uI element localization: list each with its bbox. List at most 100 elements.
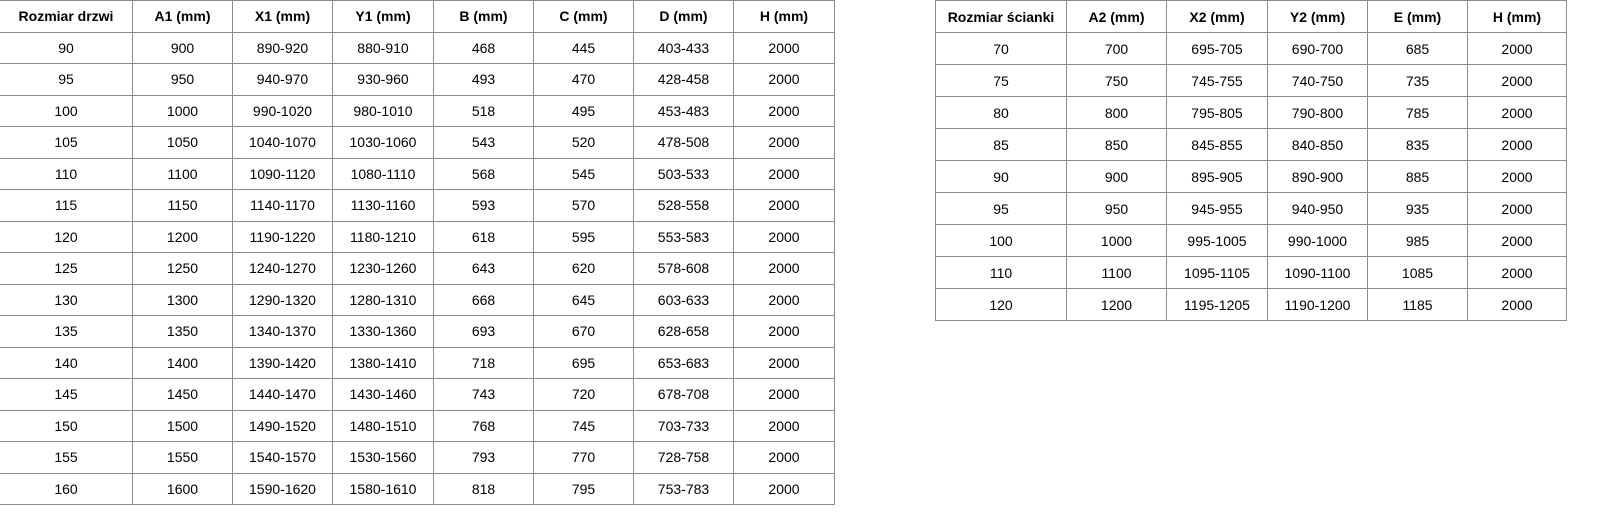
table-cell: 1580-1610 bbox=[332, 472, 434, 505]
table-cell: 990-1020 bbox=[232, 94, 333, 127]
table-cell: 1230-1260 bbox=[332, 252, 434, 285]
table-cell: 75 bbox=[935, 64, 1067, 97]
table-row: 100 1000 995-1005 990-1000 985 2000 bbox=[935, 224, 1567, 257]
table-cell: 1185 bbox=[1367, 288, 1468, 321]
column-header: A2 (mm) bbox=[1066, 0, 1167, 33]
table-row: 70 700 695-705 690-700 685 2000 bbox=[935, 32, 1567, 65]
table-cell: 2000 bbox=[733, 378, 835, 411]
table-cell: 403-433 bbox=[633, 31, 734, 64]
table-row: 85 850 845-855 840-850 835 2000 bbox=[935, 128, 1567, 161]
table-cell: 940-970 bbox=[232, 63, 333, 96]
table-cell: 1040-1070 bbox=[232, 126, 333, 159]
table-cell: 935 bbox=[1367, 192, 1468, 225]
table-cell: 950 bbox=[1066, 192, 1167, 225]
table-cell: 703-733 bbox=[633, 409, 734, 442]
table-cell: 160 bbox=[0, 472, 133, 505]
table-cell: 1250 bbox=[132, 252, 233, 285]
table-cell: 840-850 bbox=[1267, 128, 1368, 161]
table-cell: 800 bbox=[1066, 96, 1167, 129]
table-cell: 880-910 bbox=[332, 31, 434, 64]
table-cell: 750 bbox=[1066, 64, 1167, 97]
table-cell: 120 bbox=[0, 220, 133, 253]
table-cell: 768 bbox=[433, 409, 534, 442]
table-cell: 100 bbox=[935, 224, 1067, 257]
table-cell: 595 bbox=[533, 220, 634, 253]
table-cell: 718 bbox=[433, 346, 534, 379]
table-cell: 1030-1060 bbox=[332, 126, 434, 159]
table-cell: 2000 bbox=[733, 252, 835, 285]
table-cell: 2000 bbox=[733, 472, 835, 505]
table-cell: 553-583 bbox=[633, 220, 734, 253]
table-cell: 478-508 bbox=[633, 126, 734, 159]
table-cell: 890-900 bbox=[1267, 160, 1368, 193]
table-row: 130 1300 1290-1320 1280-1310 668 645 603-633 20… bbox=[0, 283, 835, 316]
table-cell: 1085 bbox=[1367, 256, 1468, 289]
table-cell: 110 bbox=[935, 256, 1067, 289]
table-cell: 1050 bbox=[132, 126, 233, 159]
table-cell: 518 bbox=[433, 94, 534, 127]
table-cell: 645 bbox=[533, 283, 634, 316]
table-header-row: Rozmiar ścianki A2 (mm) X2 (mm) Y2 (mm) E (m… bbox=[935, 0, 1567, 33]
table-cell: 2000 bbox=[1467, 192, 1567, 225]
table-cell: 628-658 bbox=[633, 315, 734, 348]
table-cell: 1400 bbox=[132, 346, 233, 379]
column-header: X2 (mm) bbox=[1166, 0, 1268, 33]
table-cell: 2000 bbox=[733, 189, 835, 222]
table-cell: 720 bbox=[533, 378, 634, 411]
table-cell: 115 bbox=[0, 189, 133, 222]
column-header: Y1 (mm) bbox=[332, 0, 434, 33]
table-cell: 670 bbox=[533, 315, 634, 348]
table-cell: 990-1000 bbox=[1267, 224, 1368, 257]
table-row: 110 1100 1095-1105 1090-1100 1085 2000 bbox=[935, 256, 1567, 289]
table-cell: 1100 bbox=[132, 157, 233, 190]
table-cell: 2000 bbox=[733, 31, 835, 64]
table-cell: 940-950 bbox=[1267, 192, 1368, 225]
table-cell: 445 bbox=[533, 31, 634, 64]
table-cell: 2000 bbox=[733, 315, 835, 348]
table-cell: 2000 bbox=[733, 346, 835, 379]
table-cell: 1330-1360 bbox=[332, 315, 434, 348]
table-cell: 1095-1105 bbox=[1166, 256, 1268, 289]
table-cell: 428-458 bbox=[633, 63, 734, 96]
table-row: 155 1550 1540-1570 1530-1560 793 770 728-758 20… bbox=[0, 441, 835, 474]
table-cell: 140 bbox=[0, 346, 133, 379]
table-cell: 1100 bbox=[1066, 256, 1167, 289]
table-cell: 1390-1420 bbox=[232, 346, 333, 379]
table-cell: 1500 bbox=[132, 409, 233, 442]
table-cell: 150 bbox=[0, 409, 133, 442]
door-size-table: Rozmiar drzwi A1 (mm) X1 (mm) Y1 (mm) B (mm)… bbox=[0, 0, 835, 505]
table-cell: 745-755 bbox=[1166, 64, 1268, 97]
wall-size-table: Rozmiar ścianki A2 (mm) X2 (mm) Y2 (mm) E (m… bbox=[935, 0, 1567, 321]
table-cell: 578-608 bbox=[633, 252, 734, 285]
table-row: 150 1500 1490-1520 1480-1510 768 745 703-733 20… bbox=[0, 409, 835, 442]
table-cell: 728-758 bbox=[633, 441, 734, 474]
table-cell: 1450 bbox=[132, 378, 233, 411]
table-cell: 885 bbox=[1367, 160, 1468, 193]
table-cell: 695-705 bbox=[1166, 32, 1268, 65]
table-cell: 100 bbox=[0, 94, 133, 127]
table-cell: 845-855 bbox=[1166, 128, 1268, 161]
table-cell: 90 bbox=[935, 160, 1067, 193]
table-cell: 493 bbox=[433, 63, 534, 96]
table-cell: 2000 bbox=[1467, 32, 1567, 65]
table-row: 100 1000 990-1020 980-1010 518 495 453-483 2000 bbox=[0, 94, 835, 127]
table-cell: 2000 bbox=[733, 409, 835, 442]
column-header: E (mm) bbox=[1367, 0, 1468, 33]
table-row: 115 1150 1140-1170 1130-1160 593 570 528-558 20… bbox=[0, 189, 835, 222]
table-cell: 468 bbox=[433, 31, 534, 64]
table-row: 125 1250 1240-1270 1230-1260 643 620 578-608 20… bbox=[0, 252, 835, 285]
table-cell: 643 bbox=[433, 252, 534, 285]
table-cell: 603-633 bbox=[633, 283, 734, 316]
table-cell: 1300 bbox=[132, 283, 233, 316]
table-cell: 120 bbox=[935, 288, 1067, 321]
table-cell: 1180-1210 bbox=[332, 220, 434, 253]
table-cell: 130 bbox=[0, 283, 133, 316]
table-cell: 818 bbox=[433, 472, 534, 505]
table-cell: 503-533 bbox=[633, 157, 734, 190]
table-cell: 693 bbox=[433, 315, 534, 348]
table-cell: 95 bbox=[0, 63, 133, 96]
table-cell: 1530-1560 bbox=[332, 441, 434, 474]
table-row: 120 1200 1195-1205 1190-1200 1185 2000 bbox=[935, 288, 1567, 321]
table-row: 80 800 795-805 790-800 785 2000 bbox=[935, 96, 1567, 129]
table-row: 90 900 890-920 880-910 468 445 403-433 2000 bbox=[0, 31, 835, 64]
